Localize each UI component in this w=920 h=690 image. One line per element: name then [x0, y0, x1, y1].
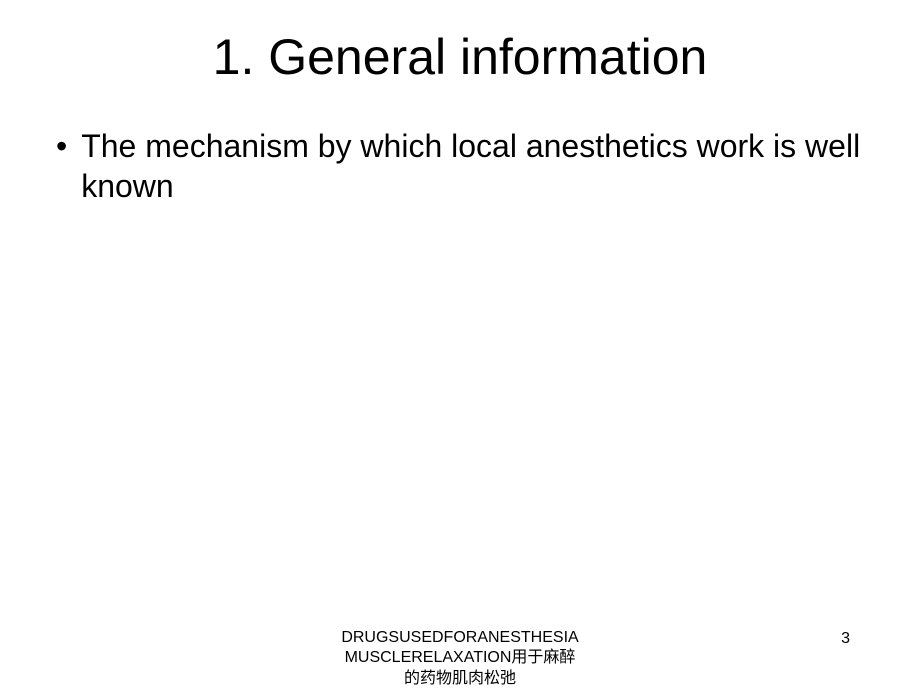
- bullet-text: The mechanism by which local anesthetics…: [81, 126, 872, 206]
- bullet-marker-icon: •: [48, 126, 67, 166]
- bullet-item: • The mechanism by which local anestheti…: [48, 126, 872, 206]
- slide-container: 1. General information • The mechanism b…: [0, 0, 920, 690]
- page-number: 3: [841, 630, 850, 648]
- footer-line-2: MUSCLERELAXATION用于麻醉: [341, 648, 578, 669]
- footer-line-1: DRUGSUSEDFORANESTHESIA: [341, 628, 578, 649]
- slide-content: • The mechanism by which local anestheti…: [0, 126, 920, 206]
- footer-text: DRUGSUSEDFORANESTHESIA MUSCLERELAXATION用…: [341, 628, 578, 690]
- slide-title: 1. General information: [0, 0, 920, 126]
- footer-line-3: 的药物肌肉松弛: [341, 669, 578, 690]
- slide-footer: DRUGSUSEDFORANESTHESIA MUSCLERELAXATION用…: [0, 628, 920, 690]
